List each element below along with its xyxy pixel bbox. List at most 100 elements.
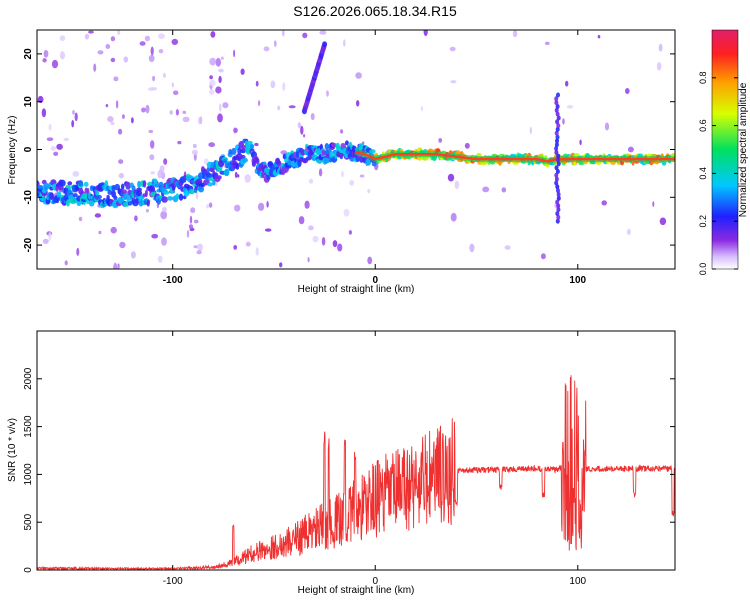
ridge-blob [56, 191, 62, 198]
noise-blob [234, 204, 241, 212]
noise-blob [343, 208, 350, 217]
vertical-streak-blob [555, 104, 560, 109]
noise-blob [191, 149, 198, 155]
noise-blob [186, 230, 190, 238]
spectrogram-ylabel: Frequency (Hz) [7, 116, 18, 185]
ridge-blob [142, 180, 147, 188]
vertical-streak-blob [554, 100, 559, 106]
ridge-blob [266, 173, 271, 181]
noise-blob [652, 201, 655, 208]
vertical-streak-blob [556, 195, 561, 201]
ridge-blob [236, 153, 243, 161]
ridge-blob [196, 178, 203, 184]
noise-blob [562, 118, 565, 125]
noise-blob [78, 216, 83, 222]
spectrogram-marks [37, 30, 675, 269]
snr-series-line [37, 375, 675, 570]
ridge-blob [158, 181, 164, 187]
noise-blob [72, 110, 75, 115]
vertical-streak-blob [556, 207, 561, 213]
noise-blob [245, 241, 251, 247]
noise-blob [326, 90, 329, 97]
noise-blob [234, 171, 238, 178]
vertical-streak-blob [556, 161, 561, 167]
vertical-streak-blob [554, 165, 559, 171]
vertical-streak-blob [554, 176, 559, 182]
ridge-blob [37, 185, 44, 190]
ridge-blob [107, 189, 113, 195]
noise-blob [182, 116, 190, 123]
vertical-streak-blob [556, 153, 561, 159]
noise-blob [601, 200, 607, 206]
ridge-blob [331, 143, 338, 148]
noise-blob [349, 180, 355, 186]
noise-blob [359, 174, 365, 178]
noise-blob [110, 121, 115, 126]
ridge-blob [59, 179, 66, 187]
y-tick-label: 0 [23, 567, 34, 573]
noise-blob [265, 228, 272, 232]
noise-blob [169, 110, 173, 115]
noise-blob [469, 243, 475, 253]
ridge-blob [122, 189, 127, 195]
noise-blob [158, 49, 164, 54]
ridge-blob [137, 180, 142, 188]
noise-blob [237, 174, 240, 178]
ridge-blob [96, 194, 102, 200]
noise-blob [122, 114, 125, 119]
noise-blob [110, 226, 117, 234]
noise-blob [193, 245, 199, 249]
noise-blob [173, 90, 179, 96]
noise-blob [240, 68, 245, 75]
spectrogram-xlabel: Height of straight line (km) [298, 284, 415, 295]
noise-blob [150, 87, 157, 91]
y-tick-label: -10 [23, 190, 34, 205]
ridge-blob [297, 159, 302, 168]
ridge-blob [247, 140, 253, 145]
ridge-blob [76, 200, 82, 207]
noise-blob [193, 219, 199, 224]
noise-blob [209, 57, 217, 66]
noise-blob [48, 232, 52, 241]
noise-blob [656, 62, 662, 71]
vertical-streak-blob [556, 123, 561, 129]
noise-blob [48, 124, 52, 131]
noise-blob [254, 142, 259, 147]
noise-blob [209, 79, 216, 87]
noise-blob [161, 237, 167, 246]
ridge-blob [67, 181, 73, 186]
noise-blob [88, 30, 94, 34]
ridge-blob [125, 181, 131, 190]
ridge-blob [321, 149, 326, 156]
ridge-blob [198, 186, 205, 193]
y-tick-label: -20 [23, 237, 34, 252]
noise-blob [208, 142, 216, 148]
ridge-blob [231, 147, 237, 155]
y-tick-label: 1000 [23, 463, 34, 486]
y-tick-label: 10 [23, 96, 34, 108]
noise-blob [501, 187, 507, 193]
noise-blob [134, 215, 138, 222]
noise-blob [318, 168, 323, 177]
ridge-blob [136, 190, 143, 197]
vertical-streak-blob [556, 191, 561, 197]
noise-blob [348, 230, 352, 235]
noise-blob [215, 57, 221, 67]
colorbar-tick-label: 0.4 [698, 167, 708, 180]
noise-blob [277, 105, 281, 111]
noise-blob [97, 50, 104, 55]
noise-blob [367, 256, 373, 265]
noise-blob [110, 57, 116, 63]
ridge-blob [212, 179, 216, 186]
noise-blob [626, 228, 631, 235]
ridge-blob [250, 144, 255, 149]
noise-blob [118, 128, 123, 135]
noise-blob [145, 104, 150, 114]
noise-blob [604, 122, 610, 131]
noise-blob [41, 108, 47, 118]
ridge-blob [324, 143, 329, 150]
noise-blob [659, 217, 667, 226]
ridge-blob [218, 160, 225, 168]
